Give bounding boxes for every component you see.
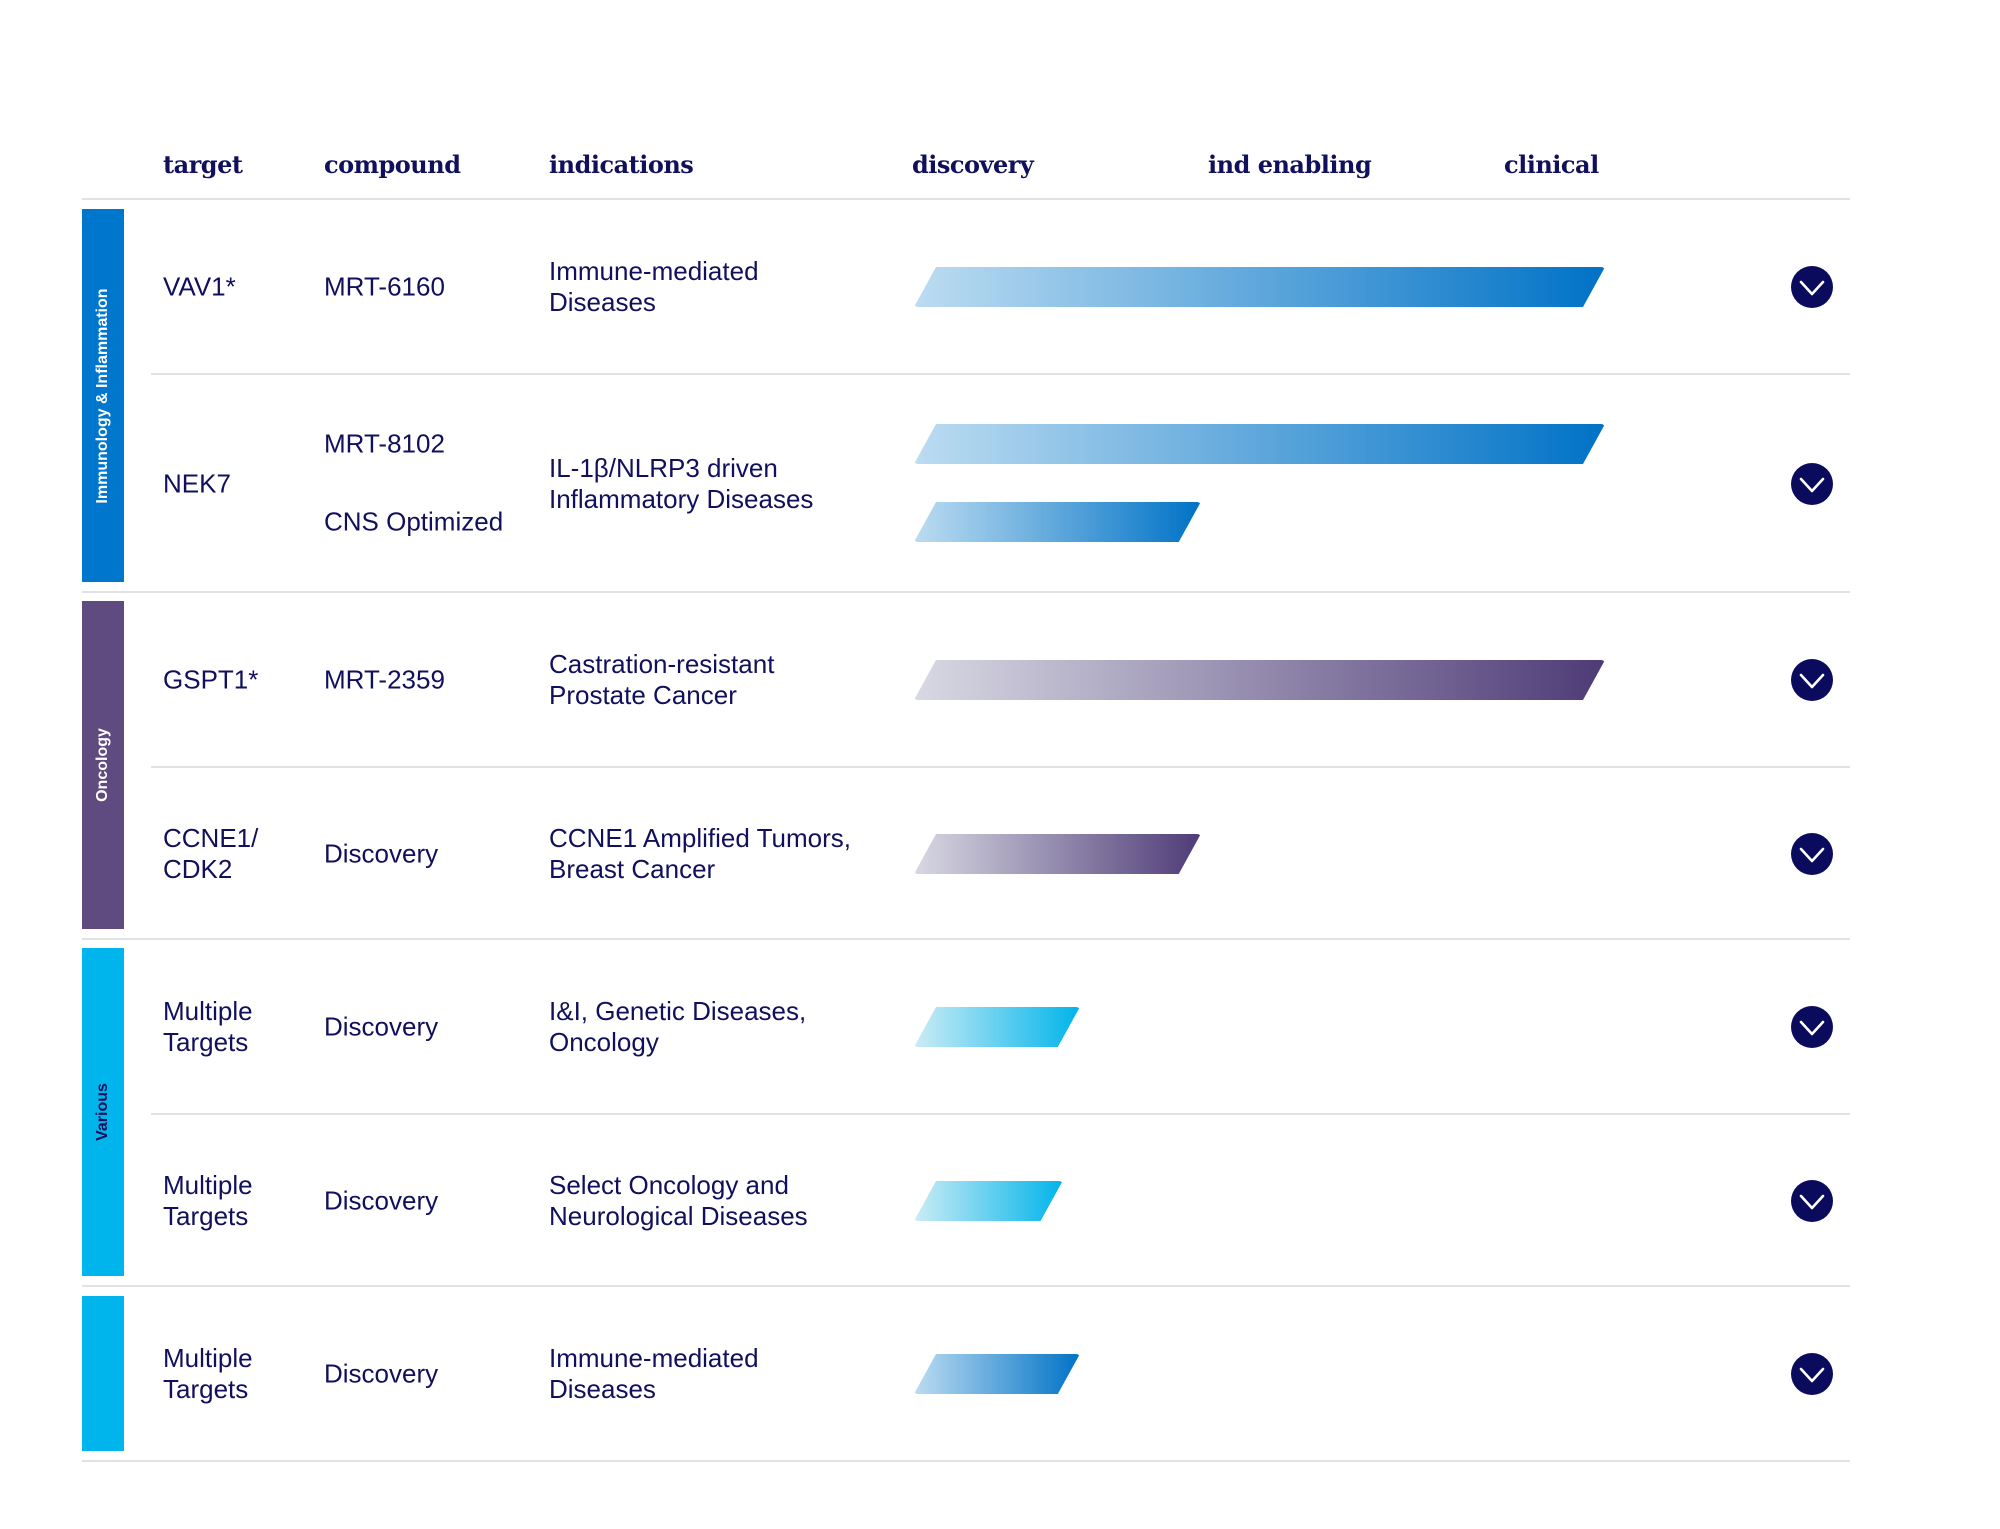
group-bar-unlabeled — [82, 1296, 124, 1451]
group-bar-immunology-inflammation: Immunology & Inflammation — [82, 209, 124, 582]
header-target: target — [163, 150, 243, 179]
header-clinical: clinical — [1504, 150, 1599, 179]
expand-button[interactable] — [1791, 1180, 1833, 1222]
progress-bar — [914, 267, 1605, 307]
row-divider — [82, 591, 1850, 593]
expand-button[interactable] — [1791, 1006, 1833, 1048]
chevron-down-icon — [1799, 847, 1825, 863]
compound-cell: Discovery — [324, 1185, 439, 1216]
group-bar-various: Various — [82, 948, 124, 1276]
indications-cell: Immune-mediated Diseases — [549, 256, 759, 317]
row-divider — [82, 1285, 1850, 1287]
chevron-down-icon — [1799, 280, 1825, 296]
header-compound: compound — [324, 150, 461, 179]
row-divider — [151, 373, 1850, 375]
progress-bar — [914, 660, 1605, 700]
target-cell: Multiple Targets — [163, 1170, 253, 1231]
target-cell: Multiple Targets — [163, 996, 253, 1057]
group-bar-oncology: Oncology — [82, 601, 124, 929]
chevron-down-icon — [1799, 1020, 1825, 1036]
expand-button[interactable] — [1791, 463, 1833, 505]
header-ind-enabling: ind enabling — [1208, 150, 1372, 179]
compound-cell: Discovery — [324, 838, 439, 869]
progress-bar — [914, 1007, 1080, 1047]
expand-button[interactable] — [1791, 266, 1833, 308]
progress-bar — [914, 424, 1605, 464]
compound-cell: MRT-2359 — [324, 664, 445, 695]
indications-cell: I&I, Genetic Diseases, Oncology — [549, 996, 807, 1057]
chevron-down-icon — [1799, 673, 1825, 689]
indications-cell: Immune-mediated Diseases — [549, 1343, 759, 1404]
progress-bar — [914, 502, 1201, 542]
progress-bar — [914, 1181, 1063, 1221]
group-label: Oncology — [94, 728, 111, 802]
target-cell: NEK7 — [163, 468, 231, 499]
expand-button[interactable] — [1791, 1353, 1833, 1395]
compound-cell: MRT-6160 — [324, 271, 445, 302]
compound-cell: Discovery — [324, 1011, 439, 1042]
compound-cell: CNS Optimized — [324, 506, 504, 537]
expand-button[interactable] — [1791, 659, 1833, 701]
target-cell: CCNE1/CDK2 — [163, 823, 259, 884]
compound-cell: MRT-8102 — [324, 428, 445, 459]
target-cell: Multiple Targets — [163, 1343, 253, 1404]
row-divider — [151, 766, 1850, 768]
chevron-down-icon — [1799, 1367, 1825, 1383]
header-divider — [82, 198, 1850, 200]
chevron-down-icon — [1799, 477, 1825, 493]
indications-cell: IL-1β/NLRP3 driven Inflammatory Diseases — [549, 453, 814, 514]
target-cell: VAV1* — [163, 271, 236, 302]
indications-cell: Select Oncology and Neurological Diseases — [549, 1170, 808, 1231]
header-indications: indications — [549, 150, 694, 179]
row-divider — [82, 938, 1850, 940]
compound-cell: Discovery — [324, 1358, 439, 1389]
group-label: Various — [94, 1083, 111, 1141]
row-divider — [82, 1460, 1850, 1462]
indications-cell: Castration-resistant Prostate Cancer — [549, 649, 775, 710]
row-divider — [151, 1113, 1850, 1115]
target-cell: GSPT1* — [163, 664, 259, 695]
header-discovery: discovery — [912, 150, 1034, 179]
progress-bar — [914, 834, 1201, 874]
group-label: Immunology & Inflammation — [94, 287, 111, 504]
chevron-down-icon — [1799, 1194, 1825, 1210]
expand-button[interactable] — [1791, 833, 1833, 875]
progress-bar — [914, 1354, 1080, 1394]
indications-cell: CCNE1 Amplified Tumors, Breast Cancer — [549, 823, 851, 884]
